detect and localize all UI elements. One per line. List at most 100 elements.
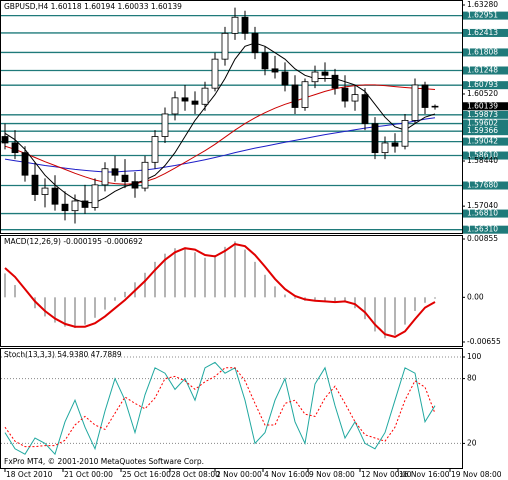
candle-body xyxy=(351,94,359,102)
macd-bar xyxy=(214,255,216,298)
level-label: 1.60793 xyxy=(467,80,498,89)
candle-body xyxy=(151,136,159,163)
candle-body xyxy=(51,187,59,205)
macd-bar xyxy=(114,297,116,301)
x-tick-label: 28 Oct 08:00 xyxy=(171,470,220,479)
level-label: 1.57680 xyxy=(467,181,498,190)
level-label: 1.59602 xyxy=(467,119,498,128)
level-label-box xyxy=(463,110,508,119)
y-tick-label: 1.60520 xyxy=(467,89,498,98)
level-label: 1.59366 xyxy=(467,126,498,135)
level-label: 1.56310 xyxy=(467,225,498,234)
candle-body xyxy=(221,32,229,60)
candle-body xyxy=(131,181,139,189)
candle-body xyxy=(381,142,389,154)
candle-body xyxy=(141,161,149,189)
macd-bar xyxy=(284,294,286,298)
candle-body xyxy=(111,168,119,176)
macd-bar xyxy=(354,297,356,309)
candle-body xyxy=(261,52,269,70)
y-tick-label: 1.57040 xyxy=(467,201,498,210)
level-label-box xyxy=(463,119,508,128)
macd-bar xyxy=(414,297,416,311)
level-label: 1.59873 xyxy=(467,110,498,119)
macd-bar xyxy=(14,285,16,298)
candle-body xyxy=(11,142,19,154)
macd-bar xyxy=(314,297,316,302)
macd-panel-frame xyxy=(0,235,463,347)
level-label: 1.58610 xyxy=(467,151,498,160)
x-tick-label: 4 Nov 16:00 xyxy=(264,470,310,479)
y-tick-label: 0.00 xyxy=(467,292,484,301)
macd-bar xyxy=(384,297,386,339)
candle-body xyxy=(61,203,69,212)
y-tick-label: 1.63280 xyxy=(467,0,498,9)
macd-bar xyxy=(424,297,426,303)
candle-body xyxy=(201,87,209,105)
y-tick-label: 1.58440 xyxy=(467,156,498,165)
candle-body xyxy=(311,71,319,83)
macd-bar xyxy=(344,297,346,301)
macd-bar xyxy=(194,252,196,298)
candle-body xyxy=(411,84,419,121)
y-tick-label: 20 xyxy=(467,438,477,447)
level-label-box xyxy=(463,66,508,75)
main-title: GBPUSD,H4 1.60118 1.60194 1.60033 1.6013… xyxy=(4,2,182,11)
candle-body xyxy=(161,113,169,137)
level-label-box xyxy=(463,151,508,160)
macd-bar xyxy=(224,246,226,298)
candle-body xyxy=(1,136,9,144)
candle-body xyxy=(91,184,99,208)
candle-body xyxy=(291,84,299,108)
macd-bar xyxy=(64,297,66,327)
stoch-panel-frame xyxy=(0,348,463,469)
y-tick-label: 0.00855 xyxy=(467,234,498,243)
macd-bar xyxy=(174,248,176,298)
candle-body xyxy=(171,97,179,115)
macd-bar xyxy=(294,297,296,299)
macd-bar xyxy=(164,253,166,298)
y-tick-label: 80 xyxy=(467,374,477,383)
candle-body xyxy=(101,168,109,186)
macd-bar xyxy=(254,261,256,298)
level-label: 1.62413 xyxy=(467,28,498,37)
indicator-line xyxy=(4,117,436,173)
indicator-line xyxy=(4,84,436,185)
candle-body xyxy=(181,97,189,102)
macd-bar xyxy=(54,297,56,323)
macd-title: MACD(12,26,9) -0.000195 -0.000692 xyxy=(4,237,143,246)
level-label: 1.62951 xyxy=(467,11,498,20)
level-label-box xyxy=(463,137,508,146)
candle-body xyxy=(391,142,399,147)
x-tick-label: 18 Oct 2010 xyxy=(6,470,53,479)
macd-bar xyxy=(404,297,406,325)
macd-bar xyxy=(364,297,366,320)
candle-body xyxy=(341,87,349,102)
level-label-box xyxy=(463,11,508,20)
level-label-box xyxy=(463,181,508,190)
stoch-title: Stoch(13,3,3) 54.9380 47.7889 xyxy=(4,350,122,359)
macd-bar xyxy=(204,257,206,298)
candle-body xyxy=(71,200,79,212)
level-label-box xyxy=(463,81,508,90)
macd-bar xyxy=(394,297,396,335)
x-tick-label: 9 Nov 08:00 xyxy=(309,470,355,479)
candle-body xyxy=(361,94,369,125)
macd-bar xyxy=(374,297,376,332)
macd-bar xyxy=(144,272,146,298)
candle-body xyxy=(371,123,379,154)
candle-body xyxy=(21,152,29,176)
candle-body xyxy=(231,16,239,34)
candle-body xyxy=(81,200,89,208)
candle-body xyxy=(401,120,409,147)
macd-bar xyxy=(44,297,46,317)
macd-bar xyxy=(274,286,276,298)
indicator-line xyxy=(4,367,436,448)
candle-body xyxy=(251,32,259,54)
level-label-box xyxy=(463,209,508,218)
macd-bar xyxy=(4,273,6,298)
candle-body xyxy=(271,68,279,73)
macd-bar xyxy=(104,297,106,310)
